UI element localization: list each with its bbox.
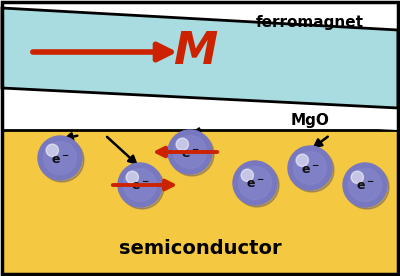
Circle shape (118, 163, 162, 207)
Circle shape (174, 136, 206, 169)
Circle shape (38, 136, 82, 180)
Circle shape (168, 130, 212, 174)
Circle shape (124, 169, 156, 201)
Text: $\mathbf{e^-}$: $\mathbf{e^-}$ (356, 181, 374, 193)
Circle shape (294, 152, 326, 184)
Circle shape (241, 169, 254, 181)
Circle shape (40, 138, 84, 182)
Text: $\mathbf{e^-}$: $\mathbf{e^-}$ (131, 181, 149, 193)
Circle shape (288, 146, 332, 190)
Circle shape (345, 165, 389, 209)
Text: ferromagnet: ferromagnet (256, 15, 364, 30)
Circle shape (170, 132, 214, 176)
Circle shape (44, 142, 76, 174)
Text: $\mathbf{e^-}$: $\mathbf{e^-}$ (181, 147, 199, 161)
Circle shape (238, 166, 272, 200)
Text: MgO: MgO (290, 113, 330, 128)
Circle shape (126, 171, 138, 184)
Circle shape (233, 161, 277, 205)
Circle shape (120, 165, 164, 209)
Circle shape (176, 138, 188, 150)
Circle shape (343, 163, 387, 207)
Circle shape (235, 163, 279, 207)
Circle shape (46, 144, 58, 156)
Text: $\mathbf{e^-}$: $\mathbf{e^-}$ (51, 153, 69, 166)
Circle shape (351, 171, 364, 184)
Text: semiconductor: semiconductor (119, 238, 281, 258)
Text: $\mathbf{e^-}$: $\mathbf{e^-}$ (301, 163, 319, 176)
Circle shape (296, 154, 308, 166)
Bar (2, 130, 398, 274)
Polygon shape (2, 8, 398, 108)
Text: M: M (173, 31, 217, 73)
Circle shape (290, 148, 334, 192)
Polygon shape (2, 88, 398, 130)
Text: $\mathbf{e^-}$: $\mathbf{e^-}$ (246, 179, 264, 192)
Circle shape (348, 169, 382, 201)
